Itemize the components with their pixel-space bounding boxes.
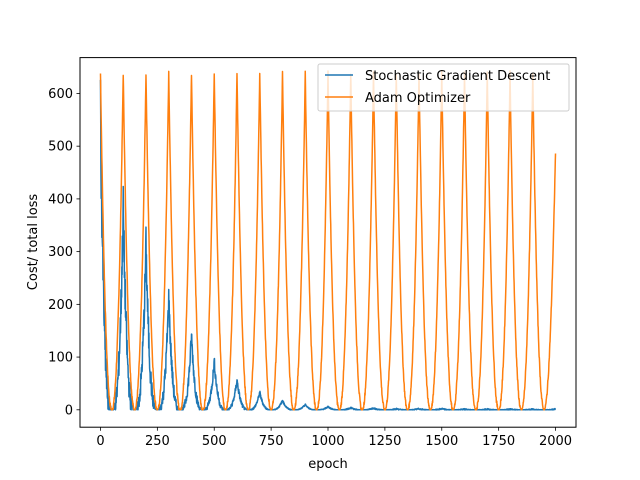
x-tick-label: 1250 <box>368 434 401 449</box>
y-tick-label: 100 <box>48 351 73 366</box>
legend-frame <box>317 63 570 112</box>
y-axis: 0 100 200 300 400 500 600 <box>48 87 80 418</box>
y-tick-label: 200 <box>48 298 73 313</box>
x-tick-label: 1750 <box>482 434 515 449</box>
legend-label-adam: Adam Optimizer <box>365 91 471 106</box>
x-tick-label: 2000 <box>539 434 572 449</box>
y-tick-label: 500 <box>48 140 73 155</box>
series-line-adam <box>99 70 557 411</box>
x-tick-label: 750 <box>259 434 284 449</box>
x-tick-label: 0 <box>96 434 104 449</box>
x-tick-label: 500 <box>202 434 227 449</box>
x-tick-label: 250 <box>145 434 170 449</box>
y-tick-label: 400 <box>48 192 73 207</box>
x-tick-label: 1500 <box>425 434 458 449</box>
y-tick-label: 600 <box>48 87 73 102</box>
series-line-sgd <box>99 79 557 411</box>
y-tick-label: 0 <box>65 403 73 418</box>
y-axis-label: Cost/ total loss <box>26 194 41 291</box>
legend-label-sgd: Stochastic Gradient Descent <box>365 69 550 84</box>
x-tick-label: 1000 <box>311 434 344 449</box>
y-tick-label: 300 <box>48 245 73 260</box>
x-axis-label: epoch <box>308 457 348 472</box>
legend: Stochastic Gradient Descent Adam Optimiz… <box>317 63 570 112</box>
x-axis: 0 250 500 750 1000 1250 1500 1750 2000 <box>96 427 572 449</box>
